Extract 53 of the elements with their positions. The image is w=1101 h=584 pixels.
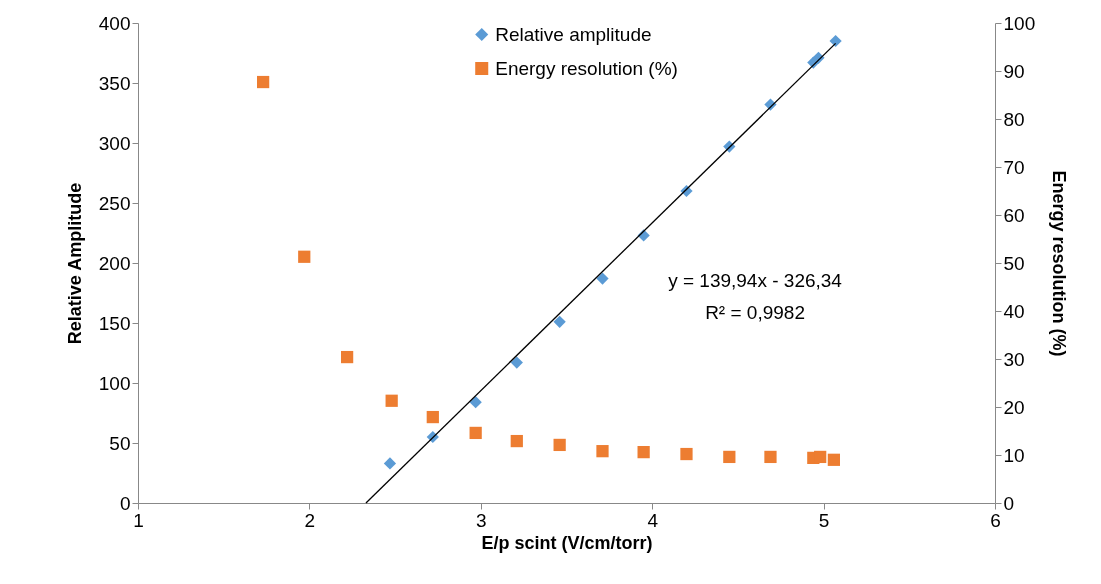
y2-tick-label: 10 <box>1003 444 1025 466</box>
y2-tick-label: 70 <box>1003 156 1025 178</box>
x-tick-label: 5 <box>818 509 830 531</box>
point <box>764 450 777 464</box>
point <box>723 450 736 464</box>
x-tick-label: 6 <box>990 509 1001 531</box>
y2-tick-label: 90 <box>1003 60 1025 82</box>
point <box>385 394 398 407</box>
point <box>257 75 270 89</box>
y2-tick-label: 80 <box>1003 108 1025 130</box>
legend-label: Energy resolution (%) <box>495 57 678 79</box>
y-tick-label: 400 <box>98 12 131 34</box>
y-tick-label: 50 <box>109 432 131 454</box>
point <box>340 350 354 364</box>
y2-tick-label: 30 <box>1003 348 1025 370</box>
x-tick-label: 3 <box>476 509 487 531</box>
x-axis-title: E/p scint (V/cm/torr) <box>481 532 653 553</box>
point <box>510 356 523 369</box>
point <box>637 446 650 459</box>
y2-tick-label: 20 <box>1003 396 1025 418</box>
point <box>553 315 566 328</box>
point <box>510 434 523 448</box>
point <box>469 426 482 440</box>
y-tick-label: 300 <box>98 132 131 154</box>
point <box>426 410 439 424</box>
x-tick-label: 2 <box>304 509 316 531</box>
x-tick-label: 1 <box>133 509 144 531</box>
y2-tick-label: 40 <box>1003 300 1025 322</box>
y-tick-label: 350 <box>98 72 131 94</box>
y-tick-label: 100 <box>98 372 131 394</box>
point <box>829 34 842 48</box>
y2-tick-label: 50 <box>1003 252 1025 274</box>
y-tick-label: 150 <box>98 312 131 334</box>
point <box>680 447 693 461</box>
y2-axis-title: Energy resolution (%) <box>1049 170 1070 357</box>
point <box>383 457 397 470</box>
annotation: R² = 0,9982 <box>705 302 805 323</box>
annotation: y = 139,94x - 326,34 <box>668 270 843 291</box>
point <box>596 272 609 285</box>
y-tick-label: 250 <box>98 192 131 214</box>
point <box>596 445 609 458</box>
y-axis-title: Relative Amplitude <box>64 182 85 345</box>
y2-tick-label: 100 <box>1003 12 1036 34</box>
point <box>298 250 311 263</box>
y-tick-label: 200 <box>98 252 131 274</box>
y2-tick-label: 0 <box>1003 492 1015 514</box>
legend-label: Relative amplitude <box>495 23 652 45</box>
point <box>814 450 827 464</box>
y-tick-label: 0 <box>119 492 131 514</box>
x-tick-label: 4 <box>647 509 659 531</box>
point <box>827 453 841 466</box>
point <box>553 438 566 452</box>
y2-tick-label: 60 <box>1003 204 1025 226</box>
